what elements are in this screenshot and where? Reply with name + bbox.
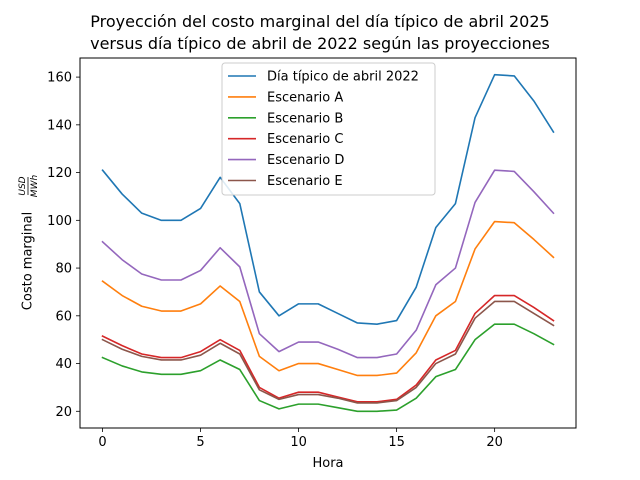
x-axis-title: Hora <box>312 456 343 471</box>
series-line-3 <box>101 294 555 403</box>
legend-label-0: Día típico de abril 2022 <box>267 70 419 85</box>
y-tick-label: 100 <box>47 214 72 229</box>
series-line-0 <box>101 73 555 325</box>
series-line-5 <box>101 300 555 404</box>
y-axis-unit-denominator: MWh <box>30 175 40 198</box>
y-tick-label: 120 <box>47 166 72 181</box>
x-tick-label: 5 <box>196 435 204 450</box>
x-tick-label: 20 <box>486 435 503 450</box>
y-axis-title: Costo marginal USD MWh <box>18 175 40 311</box>
y-tick-label: 20 <box>55 405 72 420</box>
y-tick-label: 60 <box>55 309 72 324</box>
x-tick-label: 15 <box>388 435 405 450</box>
series-line-4 <box>101 169 555 359</box>
y-axis-title-text: Costo marginal <box>21 212 36 310</box>
series-line-1 <box>101 220 555 377</box>
legend-label-1: Escenario A <box>267 90 343 105</box>
chart-title-line-2: versus día típico de abril de 2022 según… <box>90 34 550 53</box>
legend-label-4: Escenario D <box>267 153 344 168</box>
y-axis: 20 40 60 80 100 120 140 160 <box>47 71 80 420</box>
axes-frame <box>79 57 577 429</box>
y-tick-label: 40 <box>55 357 72 372</box>
chart-title-line-1: Proyección del costo marginal del día tí… <box>90 12 550 31</box>
legend-label-5: Escenario E <box>267 174 343 189</box>
x-tick-label: 10 <box>290 435 307 450</box>
legend-label-2: Escenario B <box>267 111 343 126</box>
x-axis: 0 5 10 15 20 <box>98 428 503 450</box>
series-line-2 <box>101 323 555 413</box>
y-axis-unit-numerator: USD <box>18 176 28 195</box>
y-tick-label: 80 <box>55 262 72 277</box>
y-tick-label: 160 <box>47 71 72 86</box>
legend-box <box>221 62 436 196</box>
legend: Día típico de abril 2022 Escenario A Escen… <box>221 62 436 196</box>
legend-label-3: Escenario C <box>267 132 343 147</box>
x-tick-label: 0 <box>98 435 106 450</box>
plot-lines <box>101 73 555 413</box>
y-tick-label: 140 <box>47 118 72 133</box>
